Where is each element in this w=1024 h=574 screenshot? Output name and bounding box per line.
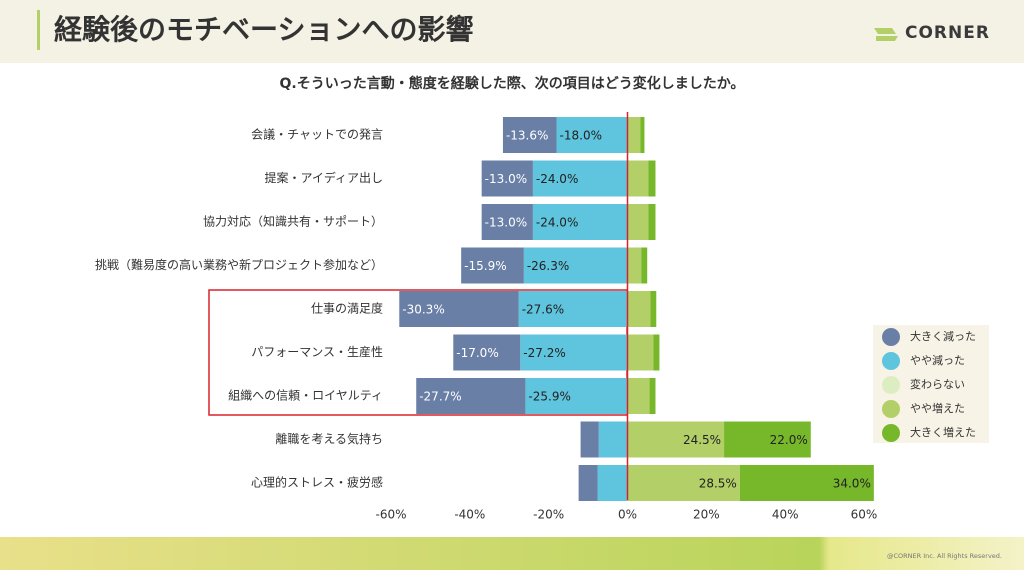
legend-marker <box>882 328 900 346</box>
bar-segment <box>416 378 526 414</box>
value-label: -26.3% <box>527 259 569 273</box>
value-label: -13.0% <box>485 172 527 186</box>
plot: -60% -40% -20% 0% 20% 40% 60% 会議・チャットでの発言 -18.0%… <box>95 112 976 522</box>
category-label: 会議・チャットでの発言 <box>251 128 383 142</box>
bar-segment <box>627 204 649 240</box>
legend-label: やや増えた <box>910 402 965 415</box>
legend-marker <box>882 424 900 442</box>
bar-segment <box>520 334 628 371</box>
value-label: -30.3% <box>402 303 444 317</box>
bar-segment <box>532 160 628 197</box>
bar-segment <box>650 291 657 327</box>
value-label: -27.7% <box>419 390 461 404</box>
x-tick-label: 60% <box>851 508 878 522</box>
x-tick-label: -20% <box>533 508 564 522</box>
bar-segment <box>481 204 533 240</box>
bar-segment <box>649 378 656 414</box>
logo-mark <box>874 28 898 41</box>
bar-segment <box>627 421 725 458</box>
value-label: -15.9% <box>464 259 506 273</box>
header-accent <box>37 10 40 50</box>
bar-segment <box>648 204 656 240</box>
bar-segment <box>640 117 645 153</box>
x-tick-label: -60% <box>375 508 406 522</box>
value-label: 24.5% <box>683 433 721 447</box>
footer-band <box>0 537 1024 570</box>
bar-segment <box>627 160 649 197</box>
bar-segment <box>556 117 628 153</box>
bar-segment <box>523 247 628 284</box>
bar-segment <box>627 117 641 153</box>
bar-segment <box>648 160 656 197</box>
bar-segment <box>724 421 811 458</box>
bar-segment <box>627 334 654 371</box>
legend-label: 変わらない <box>910 377 965 391</box>
legend-label: 大きく減った <box>910 329 976 343</box>
value-label: -13.6% <box>506 129 548 143</box>
value-label: -13.0% <box>485 216 527 230</box>
value-label: -24.0% <box>536 172 578 186</box>
header-band <box>0 0 1024 63</box>
bar-segment <box>598 421 628 458</box>
value-label: 28.5% <box>699 477 737 491</box>
bar-segment <box>453 334 521 371</box>
bar-segment <box>525 378 628 414</box>
logo-text: CORNER <box>905 23 990 43</box>
legend-label: 大きく増えた <box>910 425 976 439</box>
bar-segment <box>627 247 642 284</box>
bar-segment <box>578 465 598 501</box>
category-label: 離職を考える気持ち <box>275 431 383 446</box>
value-label: -27.2% <box>523 346 565 360</box>
legend-label: やや減った <box>910 353 965 367</box>
bar-segment <box>532 204 628 240</box>
category-label: 協力対応（知識共有・サポート） <box>203 214 383 229</box>
bar-segment <box>597 465 628 501</box>
category-label: パフォーマンス・生産性 <box>251 344 383 359</box>
value-label: -25.9% <box>528 390 570 404</box>
x-tick-label: -40% <box>454 508 485 522</box>
value-label: -17.0% <box>456 346 498 360</box>
value-label: -27.6% <box>522 303 564 317</box>
value-label: 34.0% <box>833 477 871 491</box>
x-tick-label: 20% <box>693 508 720 522</box>
bar-segment <box>641 247 648 284</box>
value-label: 22.0% <box>770 433 808 447</box>
page-title: 経験後のモチベーションへの影響 <box>54 13 473 46</box>
value-label: -18.0% <box>560 129 602 143</box>
bar-segment <box>461 247 524 284</box>
category-label: 心理的ストレス・疲労感 <box>251 475 383 490</box>
copyright: @CORNER Inc. All Rights Reserved. <box>887 552 1002 560</box>
legend-marker <box>882 400 900 418</box>
category-label: 組織への信頼・ロイヤルティ <box>228 389 383 403</box>
legend-marker <box>882 376 900 394</box>
bar-segment <box>399 291 519 327</box>
bar-segment <box>481 160 533 197</box>
bar-segment <box>627 291 651 327</box>
chart-title: Q.そういった言動・態度を経験した際、次の項目はどう変化しましたか。 <box>280 75 745 92</box>
value-label: -24.0% <box>536 216 578 230</box>
x-tick-label: 40% <box>772 508 799 522</box>
category-label: 挑戦（難易度の高い業務や新プロジェクト参加など） <box>95 257 383 272</box>
bar-segment <box>739 465 874 501</box>
bar-segment <box>627 378 650 414</box>
bar-segment <box>653 334 660 371</box>
x-tick-label: 0% <box>618 508 637 522</box>
legend-marker <box>882 352 900 370</box>
bar-segment <box>518 291 628 327</box>
bar-segment <box>580 421 599 458</box>
category-label: 仕事の満足度 <box>311 301 383 316</box>
bar-segment <box>502 117 557 153</box>
bar-segment <box>627 465 740 501</box>
category-label: 提案・アイディア出し <box>264 170 383 185</box>
